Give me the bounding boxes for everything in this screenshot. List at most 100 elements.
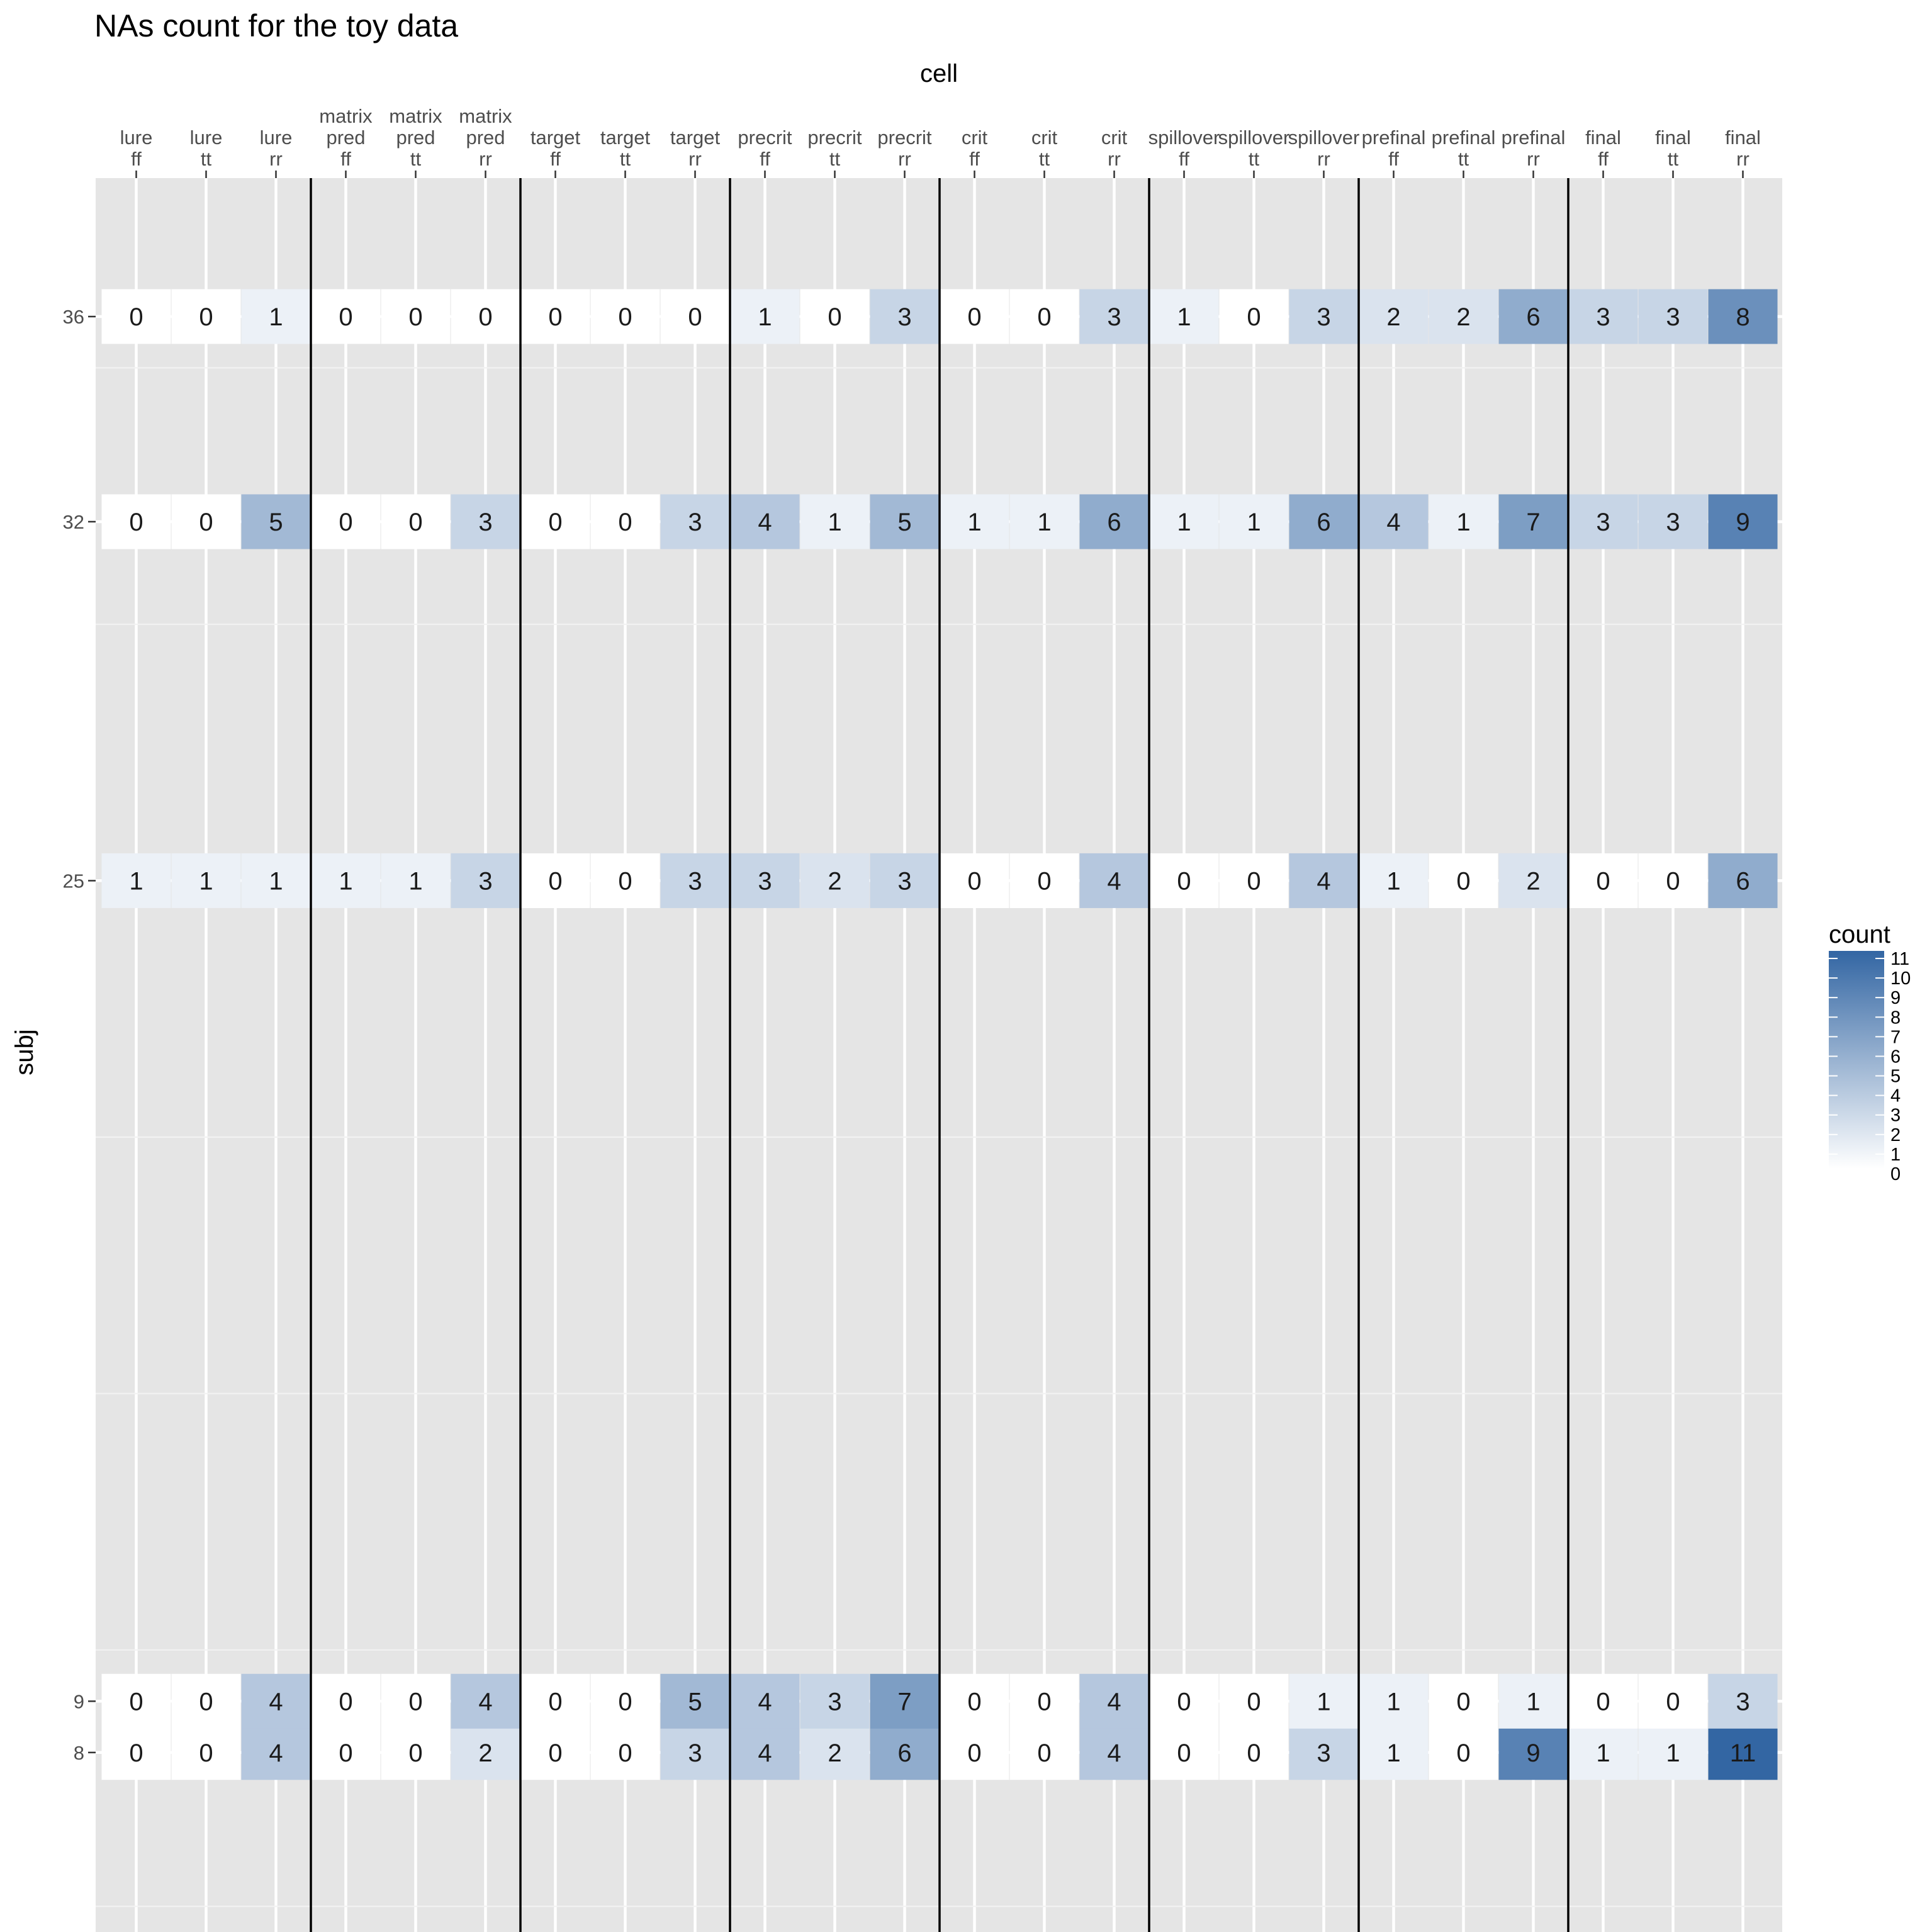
- heatmap-cell: [940, 494, 1009, 549]
- cell-value-label: 3: [1317, 303, 1330, 331]
- x-tick-label: crit: [1101, 126, 1128, 149]
- cell-value-label: 6: [1317, 508, 1330, 536]
- cell-value-label: 0: [967, 867, 981, 895]
- heatmap-cell: [101, 1673, 171, 1729]
- cell-value-label: 1: [339, 867, 352, 895]
- cell-value-label: 0: [548, 303, 562, 331]
- heatmap-cell: [1219, 289, 1289, 344]
- x-tick-label: target: [600, 126, 651, 149]
- heatmap-cell: [730, 853, 800, 908]
- cell-value-label: 0: [548, 1688, 562, 1716]
- heatmap-cell: [1149, 494, 1219, 549]
- cell-value-label: 7: [897, 1688, 911, 1716]
- heatmap-cell: [870, 1673, 940, 1729]
- heatmap-cell: [1638, 289, 1708, 344]
- heatmap-cell: [101, 494, 171, 549]
- cell-value-label: 0: [967, 303, 981, 331]
- cell-value-label: 1: [1386, 867, 1400, 895]
- cell-value-label: 4: [1386, 508, 1400, 536]
- heatmap-cell: [1079, 494, 1149, 549]
- heatmap-cell: [940, 1673, 1009, 1729]
- cell-value-label: 0: [1596, 1688, 1610, 1716]
- legend-tick-label: 2: [1890, 1125, 1901, 1145]
- x-tick-label: target: [531, 126, 581, 149]
- heatmap-cell: [800, 853, 870, 908]
- cell-value-label: 11: [1730, 1739, 1756, 1767]
- heatmap-cell: [1289, 1725, 1359, 1780]
- heatmap-cell: [1079, 289, 1149, 344]
- cell-value-label: 4: [1107, 867, 1121, 895]
- cell-value-label: 3: [478, 867, 492, 895]
- heatmap-cell: [590, 853, 660, 908]
- cell-value-label: 0: [1037, 303, 1051, 331]
- cell-value-label: 0: [129, 508, 143, 536]
- cell-value-label: 0: [1456, 1739, 1470, 1767]
- heatmap-cell: [1009, 494, 1079, 549]
- cell-value-label: 4: [1107, 1688, 1121, 1716]
- heatmap-cell: [451, 853, 520, 908]
- x-tick-label: tt: [1249, 148, 1260, 170]
- x-tick-label: prefinal: [1502, 126, 1566, 149]
- heatmap-cell: [520, 1725, 590, 1780]
- x-tick-label: tt: [1668, 148, 1679, 170]
- cell-value-label: 0: [408, 1688, 422, 1716]
- heatmap-cell: [1289, 1673, 1359, 1729]
- x-tick-label: matrix: [319, 105, 373, 127]
- heatmap-cell: [381, 1725, 451, 1780]
- y-tick-label: 36: [63, 306, 84, 328]
- x-tick-label: prefinal: [1362, 126, 1426, 149]
- cell-value-label: 0: [1177, 867, 1191, 895]
- cell-value-label: 3: [897, 867, 911, 895]
- cell-value-label: 0: [339, 303, 352, 331]
- heatmap-cell: [1009, 1673, 1079, 1729]
- heatmap-cell: [520, 494, 590, 549]
- heatmap-cell: [1498, 1725, 1568, 1780]
- cell-value-label: 3: [758, 867, 772, 895]
- heatmap-cell: [1498, 853, 1568, 908]
- cell-value-label: 9: [1526, 1739, 1540, 1767]
- legend-tick-label: 5: [1890, 1067, 1901, 1087]
- cell-value-label: 1: [1666, 1739, 1680, 1767]
- heatmap-cell: [1429, 1673, 1498, 1729]
- x-tick-label: ff: [1388, 148, 1399, 170]
- cell-value-label: 3: [688, 867, 702, 895]
- cell-value-label: 2: [1526, 867, 1540, 895]
- heatmap-cell: [1568, 494, 1638, 549]
- cell-value-label: 0: [1037, 1688, 1051, 1716]
- cell-value-label: 0: [1666, 1688, 1680, 1716]
- heatmap-cell: [1359, 853, 1429, 908]
- cell-value-label: 6: [897, 1739, 911, 1767]
- x-tick-label: lure: [120, 126, 153, 149]
- heatmap-cell: [1219, 1725, 1289, 1780]
- cell-value-label: 3: [688, 508, 702, 536]
- cell-value-label: 4: [478, 1688, 492, 1716]
- legend-tick-label: 10: [1890, 969, 1911, 989]
- heatmap-cell: [1638, 1725, 1708, 1780]
- heatmap-cell: [311, 1725, 381, 1780]
- heatmap-cell: [1708, 1673, 1778, 1729]
- cell-value-label: 1: [129, 867, 143, 895]
- cell-value-label: 1: [269, 303, 283, 331]
- heatmap-cell: [870, 853, 940, 908]
- heatmap-cell: [1568, 289, 1638, 344]
- heatmap-cell: [1009, 289, 1079, 344]
- heatmap-cell: [1568, 853, 1638, 908]
- heatmap-cell: [311, 853, 381, 908]
- heatmap-cell: [1708, 1725, 1778, 1780]
- cell-value-label: 0: [1037, 1739, 1051, 1767]
- cell-value-label: 0: [618, 303, 632, 331]
- cell-value-label: 1: [1386, 1739, 1400, 1767]
- heatmap-cell: [1009, 853, 1079, 908]
- heatmap-cell: [1149, 1673, 1219, 1729]
- heatmap-cell: [730, 494, 800, 549]
- x-tick-label: precrit: [877, 126, 932, 149]
- x-tick-label: ff: [969, 148, 980, 170]
- cell-value-label: 5: [688, 1688, 702, 1716]
- cell-value-label: 2: [828, 867, 841, 895]
- heatmap-cell: [451, 1673, 520, 1729]
- cell-value-label: 9: [1736, 508, 1749, 536]
- cell-value-label: 0: [1596, 867, 1610, 895]
- cell-value-label: 1: [1037, 508, 1051, 536]
